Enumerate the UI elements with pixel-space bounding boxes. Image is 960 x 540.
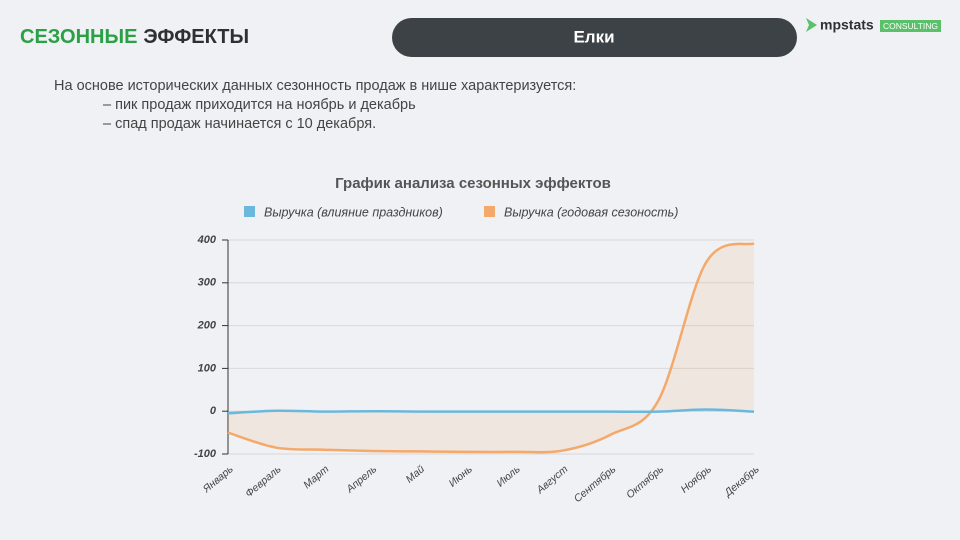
- legend-swatch: [244, 206, 255, 217]
- bullet: – пик продаж приходится на ноябрь и дека…: [103, 97, 416, 113]
- line: [227, 242, 755, 454]
- slide-title: СЕЗОННЫЕ ЭФФЕКТЫ: [20, 26, 249, 48]
- logo-tag: CONSULTING: [883, 21, 938, 31]
- y-tick-label: 200: [197, 320, 217, 332]
- legend-label: Выручка (влияние праздников): [264, 205, 443, 219]
- badge: Елки: [573, 27, 614, 46]
- y-tick-label: 400: [197, 234, 217, 246]
- y-tick-label: 0: [210, 405, 217, 417]
- legend-swatch: [484, 206, 495, 217]
- y-tick-label: 100: [198, 362, 217, 374]
- intro: На основе исторических данных сезонность…: [54, 78, 576, 94]
- logo: mpstats: [820, 17, 874, 33]
- badge-bg: [392, 18, 797, 57]
- title-accent: СЕЗОННЫЕ: [20, 26, 137, 48]
- logo-tag-bg: [880, 20, 941, 32]
- title-rest: ЭФФЕКТЫ: [143, 26, 249, 48]
- line: [227, 408, 755, 415]
- legend-label: Выручка (годовая сезоность): [504, 205, 678, 219]
- area: [228, 243, 754, 453]
- chart-title: График анализа сезонных эффектов: [335, 175, 611, 192]
- y-tick-label: -100: [194, 448, 217, 460]
- y-tick-label: 300: [198, 277, 217, 289]
- logo-icon: [806, 18, 817, 32]
- bullet: – спад продаж начинается с 10 декабря.: [103, 116, 376, 132]
